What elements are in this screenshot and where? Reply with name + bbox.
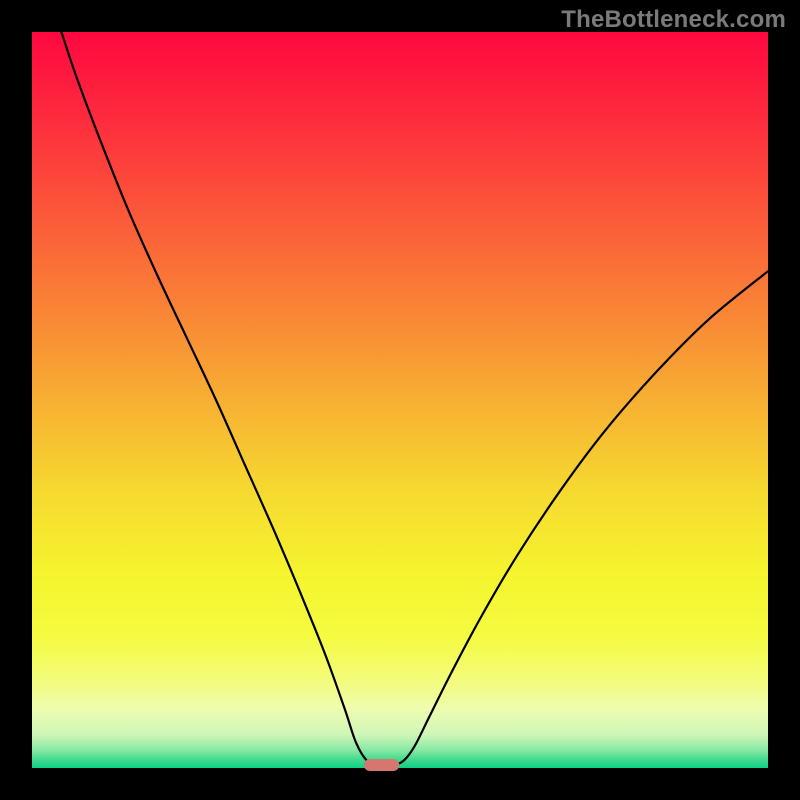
watermark-text: TheBottleneck.com xyxy=(561,6,786,34)
chart-frame: { "watermark": { "text": "TheBottleneck.… xyxy=(0,0,800,800)
bottleneck-chart xyxy=(0,0,800,800)
optimal-marker xyxy=(364,759,399,771)
chart-gradient-bg xyxy=(32,32,768,768)
